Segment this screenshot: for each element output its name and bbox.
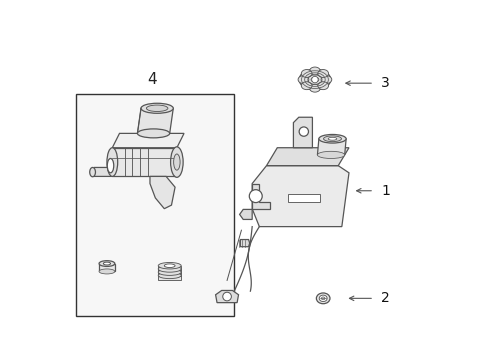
Circle shape: [249, 190, 262, 203]
Bar: [288, 194, 320, 202]
Ellipse shape: [318, 69, 329, 77]
Polygon shape: [158, 266, 181, 270]
Ellipse shape: [317, 293, 330, 304]
Ellipse shape: [321, 297, 325, 300]
Polygon shape: [112, 134, 184, 148]
Polygon shape: [158, 272, 181, 276]
Ellipse shape: [107, 148, 118, 176]
Circle shape: [299, 127, 309, 136]
Ellipse shape: [319, 295, 327, 302]
Ellipse shape: [158, 266, 181, 272]
Ellipse shape: [158, 262, 181, 269]
Ellipse shape: [319, 134, 346, 143]
Text: 3: 3: [381, 76, 390, 90]
Circle shape: [312, 76, 318, 83]
Bar: [76, 94, 234, 316]
Ellipse shape: [141, 103, 173, 113]
Ellipse shape: [310, 67, 320, 75]
Polygon shape: [252, 166, 349, 226]
Ellipse shape: [107, 158, 114, 173]
Text: 2: 2: [381, 291, 390, 305]
Ellipse shape: [173, 154, 180, 170]
Polygon shape: [252, 184, 270, 209]
Ellipse shape: [99, 269, 115, 274]
Ellipse shape: [323, 136, 342, 141]
Circle shape: [223, 292, 231, 301]
Polygon shape: [112, 148, 177, 176]
Ellipse shape: [99, 261, 115, 266]
Polygon shape: [137, 108, 173, 134]
Ellipse shape: [171, 147, 183, 177]
Ellipse shape: [147, 105, 168, 112]
Polygon shape: [240, 239, 250, 247]
Polygon shape: [294, 117, 313, 148]
Ellipse shape: [158, 272, 181, 279]
Polygon shape: [216, 291, 239, 303]
Ellipse shape: [90, 167, 96, 177]
Ellipse shape: [158, 269, 181, 275]
Polygon shape: [99, 264, 115, 271]
Ellipse shape: [328, 137, 337, 140]
Ellipse shape: [103, 262, 111, 265]
Ellipse shape: [298, 76, 309, 84]
Polygon shape: [240, 210, 252, 220]
Ellipse shape: [164, 264, 175, 267]
Ellipse shape: [301, 82, 312, 90]
Text: 4: 4: [147, 72, 157, 87]
Polygon shape: [93, 167, 112, 176]
Ellipse shape: [318, 82, 329, 90]
Ellipse shape: [137, 129, 170, 138]
Polygon shape: [158, 275, 181, 280]
Ellipse shape: [301, 69, 312, 77]
Ellipse shape: [321, 76, 332, 84]
Ellipse shape: [318, 151, 344, 158]
Polygon shape: [150, 176, 175, 209]
Ellipse shape: [299, 69, 331, 90]
Polygon shape: [267, 148, 349, 166]
Ellipse shape: [310, 84, 320, 92]
Polygon shape: [158, 269, 181, 273]
Text: 1: 1: [381, 184, 390, 198]
Polygon shape: [318, 139, 346, 155]
